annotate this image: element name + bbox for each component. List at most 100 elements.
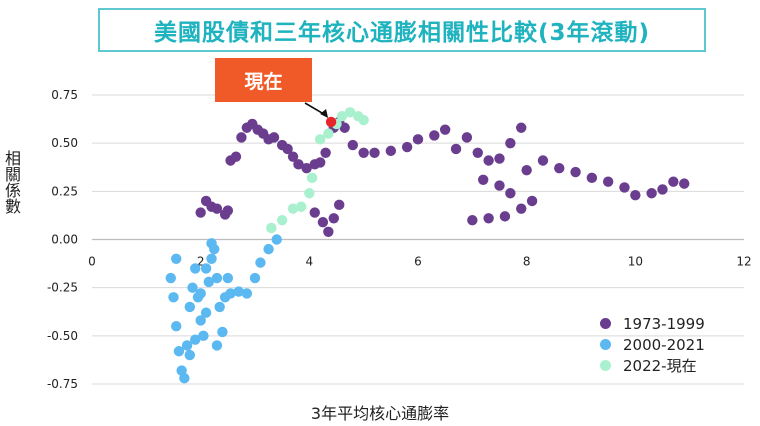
- data-point: [334, 199, 345, 211]
- data-point: [304, 188, 315, 199]
- data-point: [526, 195, 538, 207]
- data-point: [293, 159, 304, 170]
- y-tick-labels: 0.75 0.50 0.25 0.00 -0.25 -0.50 -0.75: [47, 88, 78, 391]
- x-tick-label: 2: [197, 255, 205, 269]
- data-point: [320, 147, 331, 158]
- y-tick-label: 0.25: [51, 184, 78, 198]
- data-point: [171, 253, 182, 264]
- data-point: [450, 143, 462, 155]
- data-point: [173, 346, 185, 357]
- data-point: [516, 203, 527, 214]
- data-point: [323, 226, 334, 237]
- data-point: [602, 176, 614, 187]
- data-point: [344, 107, 356, 118]
- data-point: [211, 203, 223, 214]
- data-point: [323, 128, 334, 139]
- legend-item-2000-2021: 2000-2021: [600, 334, 705, 355]
- data-point: [472, 147, 483, 158]
- data-point: [570, 166, 581, 178]
- data-point: [339, 122, 350, 133]
- data-point: [516, 122, 527, 133]
- data-point: [358, 114, 369, 126]
- data-point: [619, 182, 630, 193]
- x-tick-label: 8: [523, 255, 531, 269]
- data-point: [195, 207, 206, 218]
- x-tick-label: 12: [736, 255, 751, 269]
- data-points: [165, 107, 690, 384]
- x-tick-label: 4: [306, 255, 314, 269]
- data-point: [401, 141, 413, 153]
- data-point: [646, 188, 657, 199]
- data-point: [282, 143, 293, 155]
- data-point: [190, 334, 201, 345]
- legend-swatch: [600, 318, 611, 329]
- legend-swatch: [600, 339, 611, 350]
- data-point: [271, 234, 282, 245]
- data-point: [494, 153, 505, 164]
- data-point: [287, 203, 299, 214]
- data-point: [179, 373, 190, 384]
- data-point: [309, 207, 320, 218]
- data-point: [171, 321, 182, 332]
- y-tick-label: 0.75: [51, 88, 78, 102]
- y-tick-label: 0.50: [51, 136, 78, 150]
- callout-arrowhead: [320, 108, 329, 118]
- annotation: [304, 102, 337, 128]
- data-point: [233, 286, 244, 297]
- series-1973-1999: [195, 116, 690, 237]
- data-point: [181, 340, 193, 351]
- data-point: [505, 188, 516, 199]
- y-tick-label: -0.25: [47, 281, 78, 295]
- data-point: [554, 163, 565, 174]
- data-point: [230, 151, 242, 162]
- data-point: [195, 288, 206, 299]
- y-tick-label: -0.50: [47, 329, 78, 343]
- y-tick-label: 0.00: [51, 233, 78, 247]
- data-point: [198, 330, 209, 342]
- data-point: [336, 110, 348, 122]
- data-point: [478, 174, 489, 185]
- data-point: [315, 134, 326, 145]
- data-point: [668, 176, 679, 187]
- current-point: [325, 116, 337, 128]
- data-point: [499, 211, 511, 222]
- data-point: [679, 178, 690, 189]
- data-point: [222, 205, 234, 216]
- chart-title: 美國股債和三年核心通膨相關性比較(3年滾動): [98, 8, 706, 52]
- data-point: [266, 222, 277, 234]
- data-point: [187, 282, 198, 293]
- legend-label: 2000-2021: [623, 335, 705, 354]
- data-point: [630, 189, 641, 201]
- x-axis-label: 3年平均核心通膨率: [310, 404, 450, 423]
- data-point: [301, 163, 312, 174]
- x-tick-label: 10: [628, 255, 643, 269]
- legend-label: 2022-現在: [623, 357, 697, 375]
- data-point: [369, 147, 380, 158]
- data-point: [429, 130, 440, 141]
- data-point: [268, 132, 280, 143]
- x-tick-label: 0: [88, 255, 96, 269]
- data-point: [184, 301, 195, 313]
- data-point: [467, 215, 478, 226]
- y-axis-label: 相關係數: [2, 150, 21, 214]
- data-point: [461, 132, 473, 143]
- data-point: [306, 172, 318, 184]
- data-point: [385, 145, 397, 157]
- data-point: [439, 124, 451, 135]
- data-point: [200, 263, 212, 274]
- legend: 1973-1999 2000-2021 2022-現在: [600, 313, 705, 376]
- data-point: [483, 155, 494, 166]
- data-point: [358, 147, 369, 158]
- data-point: [168, 292, 179, 303]
- data-point: [521, 164, 532, 176]
- data-point: [317, 216, 329, 228]
- data-point: [328, 213, 339, 224]
- data-point: [412, 134, 424, 145]
- data-point: [287, 151, 299, 162]
- data-point: [315, 157, 326, 168]
- data-point: [195, 315, 206, 326]
- data-point: [206, 253, 217, 264]
- data-point: [200, 307, 212, 318]
- data-point: [203, 276, 215, 288]
